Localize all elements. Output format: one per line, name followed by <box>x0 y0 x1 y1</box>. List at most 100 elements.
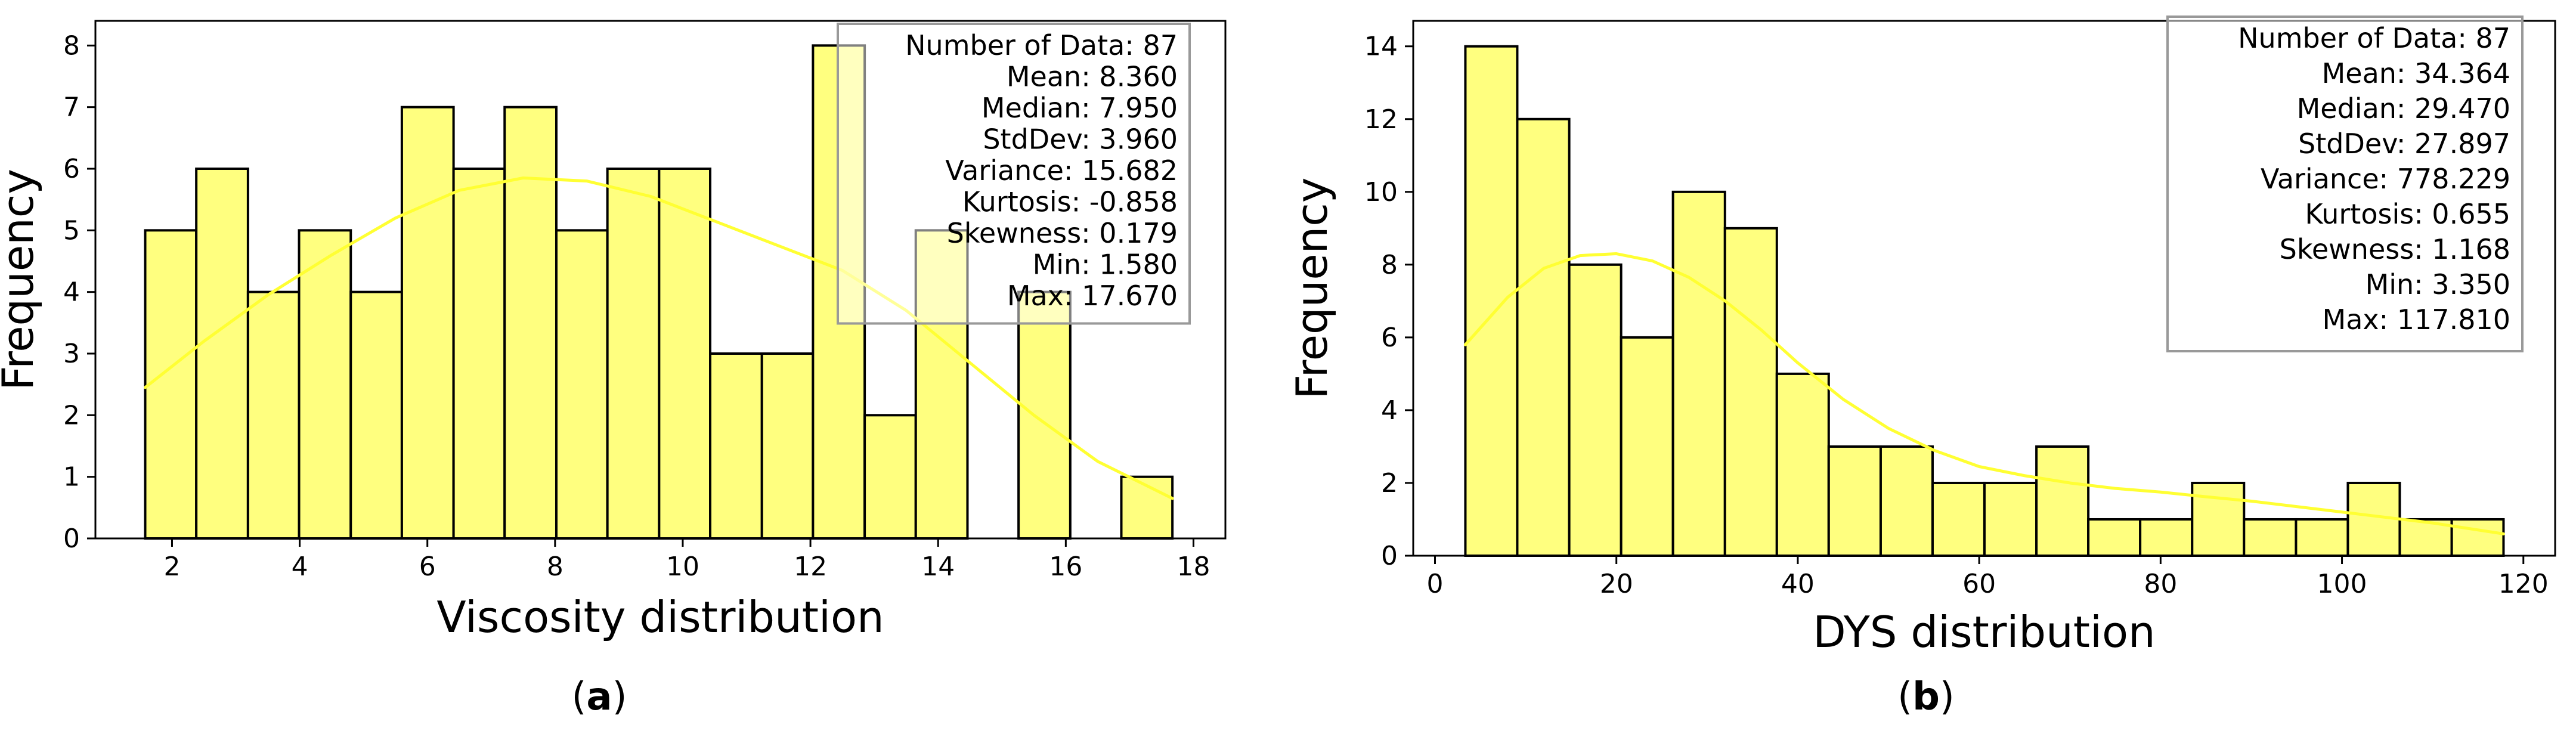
histogram-bar <box>606 168 661 540</box>
y-tick-label: 1 <box>63 462 80 493</box>
x-tick-label: 12 <box>794 552 827 582</box>
histogram-bar <box>452 168 506 540</box>
stats-line: Number of Data: 87 <box>2238 22 2510 54</box>
stats-line: Median: 7.950 <box>982 92 1178 124</box>
y-tick-label: 6 <box>1381 323 1398 353</box>
x-tick-label: 20 <box>1600 569 1633 599</box>
x-axis-label: DYS distribution <box>1813 607 2155 657</box>
x-tick-label: 2 <box>163 552 180 582</box>
panel-caption: (b) <box>1897 675 1955 719</box>
x-tick-label: 16 <box>1049 552 1082 582</box>
chart-b: 0 20 40 60 80 100 120 0 2 4 6 8 10 12 14 DYS distributi… <box>1287 16 2556 719</box>
stats-line: Median: 29.470 <box>2297 92 2510 125</box>
x-tick-label: 40 <box>1781 569 1815 599</box>
y-axis-label: Frequency <box>0 169 43 391</box>
histogram-bar <box>658 168 712 540</box>
x-tick-label: 18 <box>1176 552 1210 582</box>
histogram-bar <box>1671 190 1726 558</box>
x-tick-label: 100 <box>2317 569 2367 599</box>
histogram-bar <box>2139 518 2194 558</box>
histogram-bar <box>1723 227 1778 557</box>
x-tick-label: 6 <box>419 552 436 582</box>
histogram-bar <box>1568 263 1623 557</box>
y-tick-label: 10 <box>1364 177 1398 207</box>
stats-line: Number of Data: 87 <box>905 29 1178 61</box>
kde-curve <box>1463 252 2505 535</box>
histogram-bar <box>2035 445 2090 557</box>
x-tick-label: 8 <box>547 552 564 582</box>
histogram-bar <box>400 106 455 540</box>
axes-frame <box>1412 20 2556 557</box>
y-tick-label: 4 <box>63 277 80 308</box>
histogram-bar <box>1931 481 1986 557</box>
axes-frame <box>94 20 1227 540</box>
x-tick-label: 10 <box>666 552 699 582</box>
stats-line: Skewness: 1.168 <box>2280 233 2510 265</box>
x-tick-label: 0 <box>1427 569 1444 599</box>
histogram-bar <box>760 352 815 540</box>
histogram-bar <box>1516 117 1571 557</box>
stats-line: Min: 3.350 <box>2366 268 2510 301</box>
histogram-bar <box>298 229 352 540</box>
histogram-bar <box>709 352 763 540</box>
stats-line: Max: 117.810 <box>2323 303 2510 336</box>
stats-line: Kurtosis: -0.858 <box>962 186 1178 218</box>
histogram-bars <box>1464 45 2505 558</box>
stats-box <box>2166 16 2524 352</box>
histogram-bar <box>1775 372 1830 557</box>
x-tick-label: 120 <box>2498 569 2549 599</box>
histogram-bar <box>503 106 558 540</box>
y-tick-label: 8 <box>63 30 80 61</box>
histogram-bar <box>1879 445 1934 557</box>
stats-line: Variance: 15.682 <box>945 154 1178 187</box>
histogram-bar <box>1983 481 2038 557</box>
histogram-bar <box>1017 290 1072 540</box>
y-tick-label: 6 <box>63 154 80 184</box>
histogram-bar <box>2243 518 2298 558</box>
y-tick-label: 14 <box>1364 32 1398 62</box>
y-tick-label: 7 <box>63 92 80 123</box>
stats-line: Kurtosis: 0.655 <box>2305 198 2510 230</box>
stats-box <box>837 23 1191 325</box>
y-tick-label: 12 <box>1364 104 1398 135</box>
stats-line: Mean: 8.360 <box>1007 61 1178 93</box>
y-tick-label: 5 <box>63 215 80 246</box>
histogram-bar <box>349 290 403 540</box>
x-tick-label: 14 <box>921 552 955 582</box>
histogram-bar <box>555 229 609 540</box>
y-tick-label: 0 <box>1381 541 1398 571</box>
y-tick-label: 2 <box>63 400 80 431</box>
stats-line: StdDev: 3.960 <box>983 123 1178 156</box>
stats-line: Variance: 778.229 <box>2261 163 2510 195</box>
histogram-bar <box>1827 445 1882 557</box>
histogram-bar <box>195 168 249 540</box>
x-tick-label: 60 <box>1962 569 1996 599</box>
x-axis-label: Viscosity distribution <box>436 592 884 642</box>
histogram-bar <box>2295 518 2349 558</box>
histogram-bar <box>2191 481 2246 557</box>
y-tick-label: 2 <box>1381 468 1398 498</box>
stats-line: Mean: 34.364 <box>2322 57 2510 89</box>
histogram-bar <box>2450 518 2505 558</box>
stats-line: Min: 1.580 <box>1033 249 1178 281</box>
panel-caption: (a) <box>571 675 627 719</box>
stats-line: Max: 17.670 <box>1007 280 1178 312</box>
y-axis-label: Frequency <box>1287 178 1337 399</box>
y-tick-label: 3 <box>63 339 80 369</box>
histogram-bar <box>246 290 301 540</box>
histogram-bar <box>144 229 198 540</box>
stats-line: StdDev: 27.897 <box>2298 128 2510 160</box>
y-tick-label: 8 <box>1381 250 1398 280</box>
y-tick-label: 0 <box>63 524 80 554</box>
stats-line: Skewness: 0.179 <box>947 217 1178 249</box>
histogram-bar <box>863 414 917 540</box>
y-tick-label: 4 <box>1381 395 1398 426</box>
x-tick-label: 80 <box>2144 569 2177 599</box>
histogram-bar <box>1620 336 1674 557</box>
kde-curve <box>144 176 1174 500</box>
histogram-bar <box>1464 45 1519 557</box>
x-tick-label: 4 <box>292 552 308 582</box>
histogram-bar <box>2087 518 2142 558</box>
